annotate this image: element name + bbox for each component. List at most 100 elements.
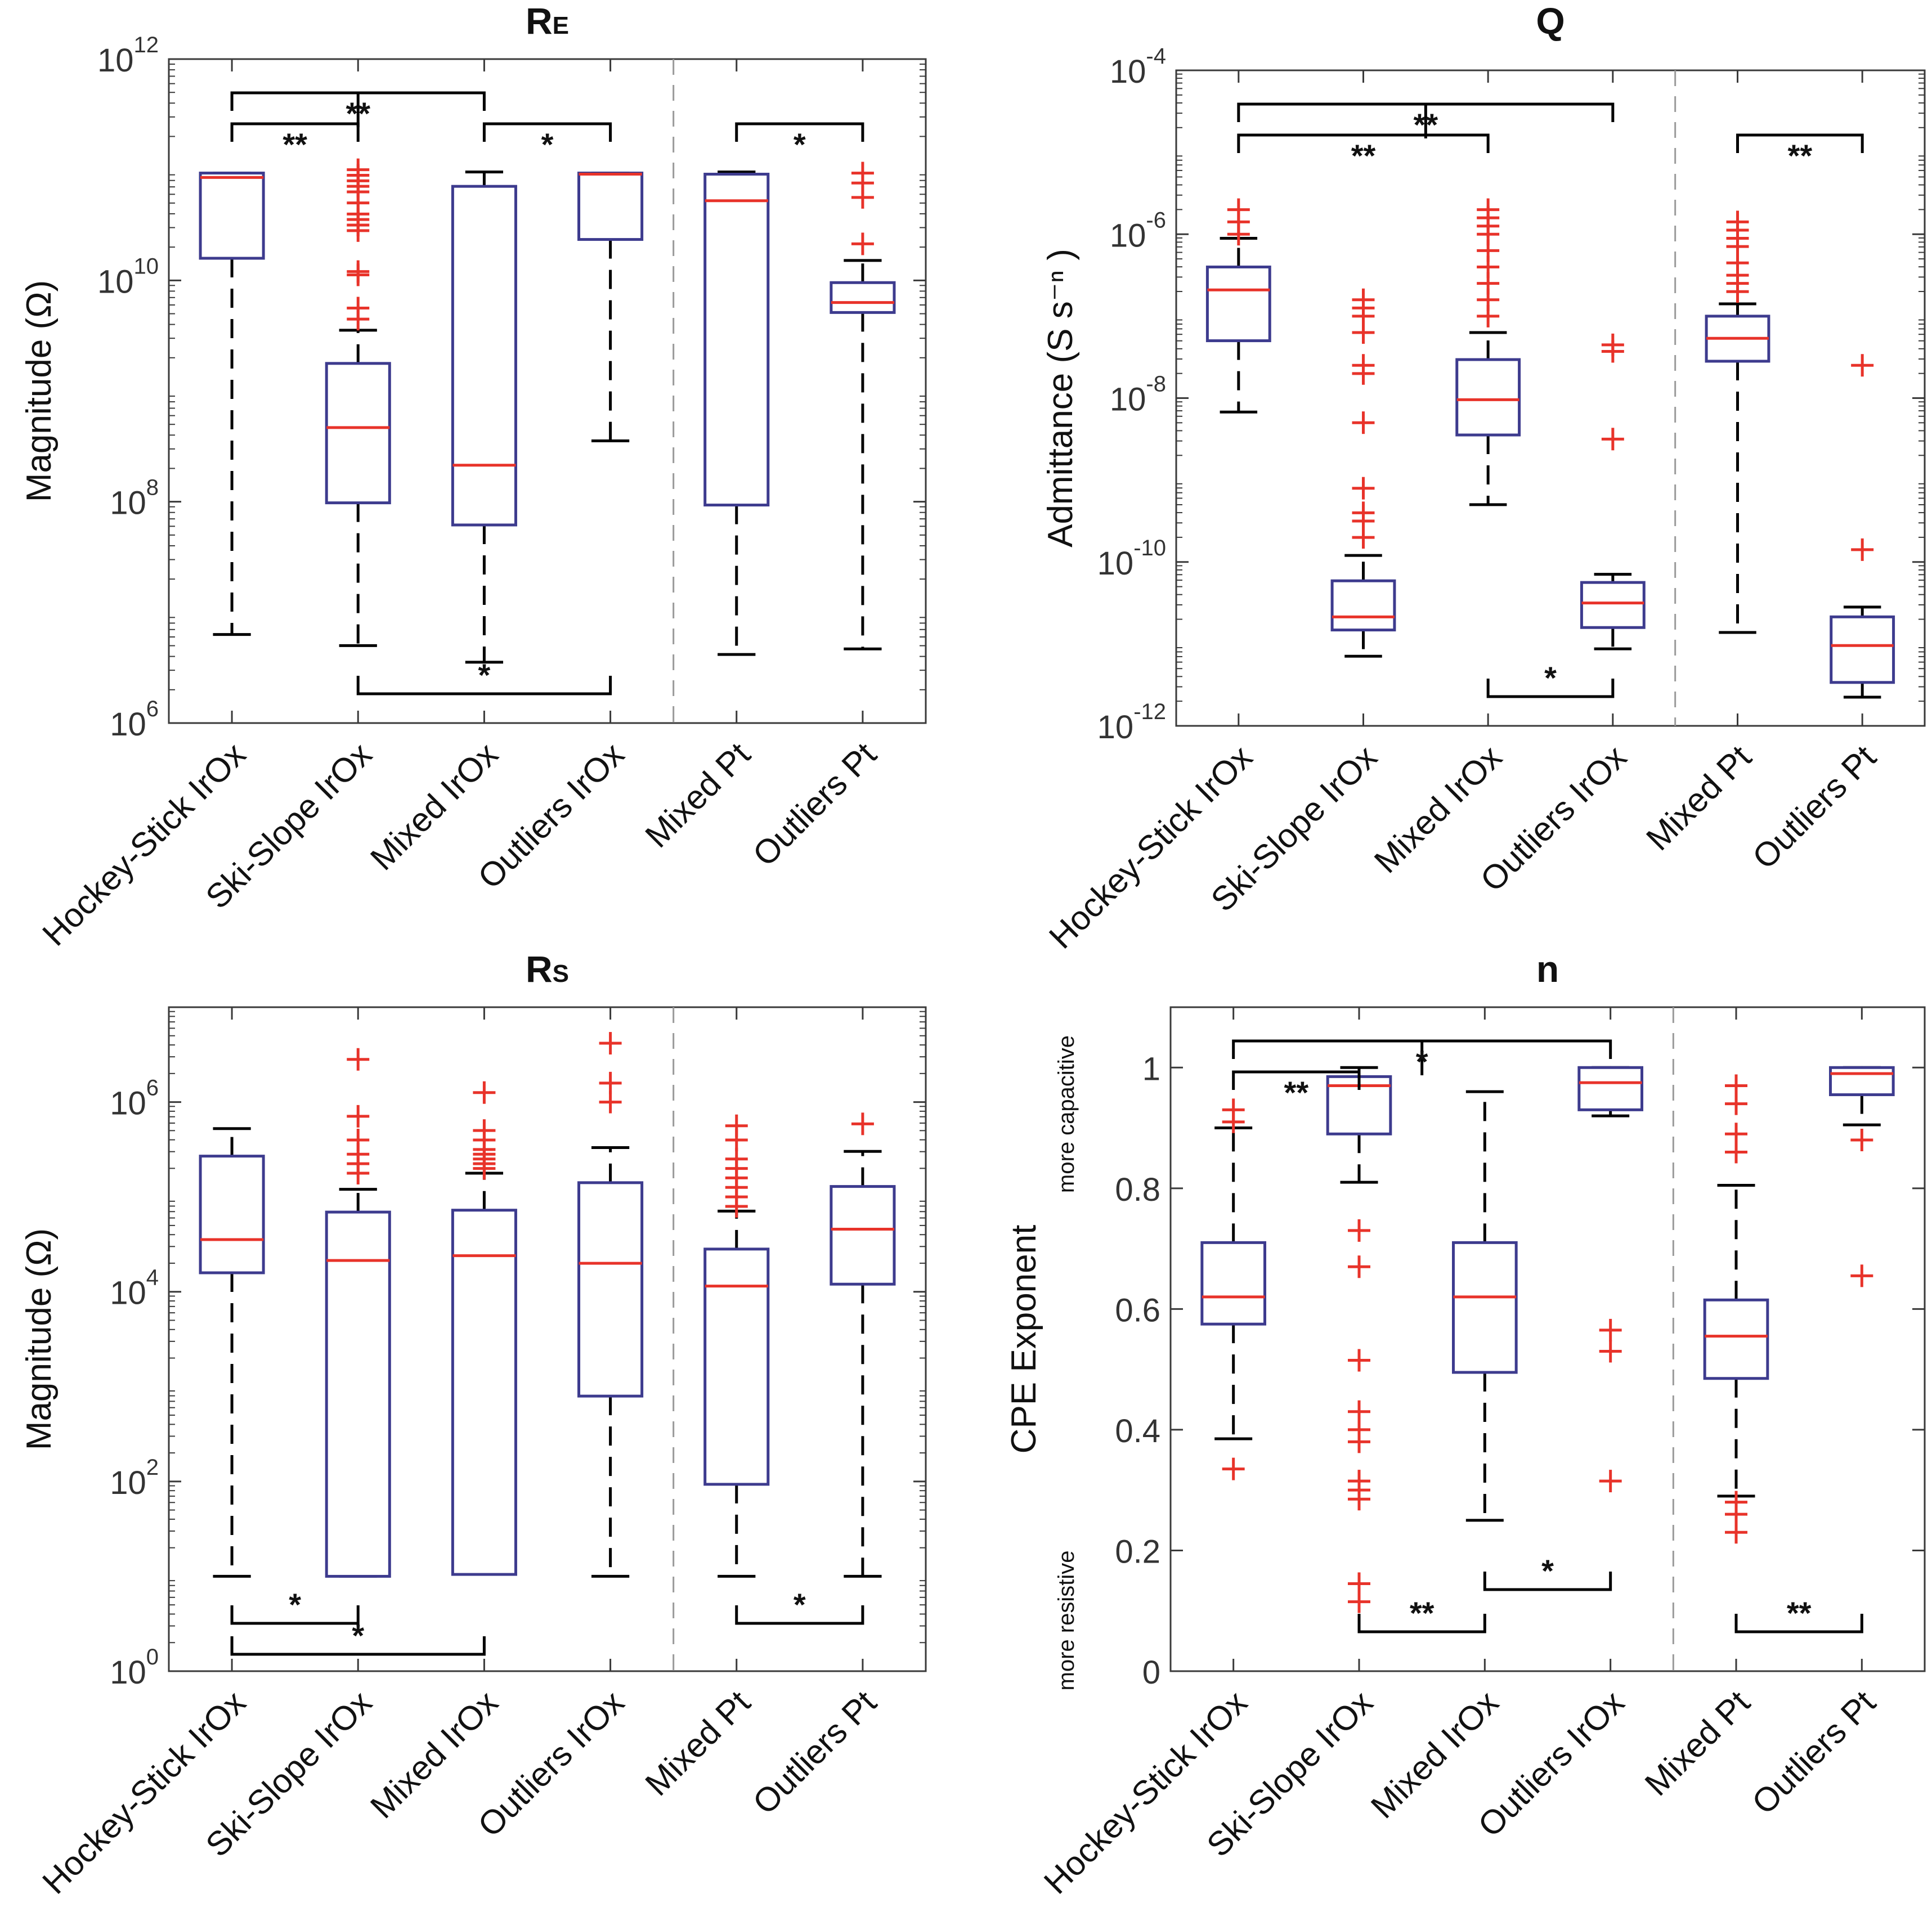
bracket-line xyxy=(1486,679,1615,698)
significance-label: * xyxy=(289,1587,301,1622)
iqr-box xyxy=(1200,1241,1266,1326)
y-tick-base: 10 xyxy=(1110,381,1146,418)
outlier-point xyxy=(599,1090,622,1114)
box-6 xyxy=(1830,354,1895,699)
y-tick-base: 10 xyxy=(1097,709,1134,746)
outlier-point xyxy=(1352,354,1375,377)
annotation-more-resistive: more resistive xyxy=(1054,1551,1079,1691)
iqr-box xyxy=(1829,1066,1895,1097)
box-4 xyxy=(577,1032,644,1578)
y-tick-base: 10 xyxy=(110,1654,146,1691)
iqr-box xyxy=(1580,581,1646,629)
box-1 xyxy=(1205,198,1271,414)
bracket-line xyxy=(735,1605,864,1625)
bracket-line xyxy=(1483,1572,1612,1591)
axes-frame xyxy=(1169,1006,1926,1672)
outlier-point xyxy=(1725,1491,1747,1514)
category-label: Hockey-Stick IrOx xyxy=(1042,738,1259,956)
significance-bracket: ** xyxy=(1736,133,1864,173)
significance-bracket: * xyxy=(735,1587,864,1625)
outlier-point xyxy=(1352,477,1375,500)
y-tick-label: 0.2 xyxy=(1115,1533,1160,1570)
category-label: Outliers Pt xyxy=(1745,1684,1883,1822)
iqr-box xyxy=(1452,1241,1518,1374)
iqr-box xyxy=(830,1185,896,1286)
outlier-point xyxy=(1726,210,1749,234)
outlier-point xyxy=(1348,1572,1370,1595)
y-tick-value: 0.2 xyxy=(1115,1533,1160,1570)
outlier-point xyxy=(1599,1470,1622,1493)
y-tick-base: 10 xyxy=(110,706,146,743)
outlier-point xyxy=(347,158,370,181)
category-label: Mixed Pt xyxy=(1638,1684,1758,1803)
y-tick-label: 106 xyxy=(110,1076,159,1122)
y-tick-exp: -8 xyxy=(1146,372,1166,397)
box-2 xyxy=(1330,288,1396,658)
outlier-point xyxy=(1348,1219,1370,1242)
category-label: Mixed Pt xyxy=(1639,738,1759,858)
outlier-point xyxy=(1851,354,1874,377)
bracket-line xyxy=(1237,133,1490,153)
box-5 xyxy=(1703,1074,1769,1544)
bracket-line xyxy=(356,676,612,695)
panel-title: Q xyxy=(1536,0,1565,42)
iqr-box xyxy=(325,1210,391,1578)
significance-bracket: ** xyxy=(1237,133,1490,173)
bracket-line xyxy=(1736,133,1864,153)
y-tick-label: 0.8 xyxy=(1115,1172,1160,1208)
category-label: Outliers Pt xyxy=(746,1684,884,1822)
significance-bracket: ** xyxy=(1357,1595,1486,1633)
y-tick-exp: -10 xyxy=(1133,536,1166,560)
y-tick-base: 10 xyxy=(110,1465,146,1501)
category-label: Outliers Pt xyxy=(746,735,884,874)
y-tick-base: 10 xyxy=(1097,545,1134,582)
outlier-point xyxy=(1850,1129,1873,1151)
y-tick-base: 10 xyxy=(110,485,146,522)
outlier-point xyxy=(1477,198,1500,221)
significance-label: ** xyxy=(1351,138,1376,173)
y-axis-label: Admittance (S s⁻ⁿ ) xyxy=(1041,249,1080,547)
y-tick-label: 106 xyxy=(110,697,159,743)
outlier-point xyxy=(347,1048,370,1071)
panel-bottom-right: 0 0.2 0.4 0.6 0.8 1 n CPE Exponent more capaciti… xyxy=(1005,948,1926,1901)
bracket-line xyxy=(230,1605,360,1625)
title-main: R xyxy=(526,0,553,42)
significance-bracket: ** xyxy=(1237,102,1615,142)
y-tick-exp: 8 xyxy=(146,475,159,500)
significance-bracket: * xyxy=(1483,1553,1612,1591)
bracket-line xyxy=(230,122,360,142)
iqr-box xyxy=(1703,1298,1769,1380)
box-6 xyxy=(1829,1066,1895,1287)
outlier-point xyxy=(1599,1318,1622,1341)
y-tick-base: 10 xyxy=(1110,53,1146,90)
box-6 xyxy=(830,1112,896,1578)
significance-label: * xyxy=(1416,1044,1428,1079)
bracket-line xyxy=(1232,1070,1361,1090)
outlier-point xyxy=(347,1129,370,1151)
significance-label: * xyxy=(541,127,554,162)
iqr-box xyxy=(325,362,391,505)
y-tick-base: 10 xyxy=(1110,217,1146,254)
iqr-box xyxy=(577,172,644,241)
significance-bracket: * xyxy=(735,122,864,162)
outlier-point xyxy=(1601,333,1624,356)
iqr-box xyxy=(577,1181,644,1398)
y-tick-label: 102 xyxy=(110,1455,159,1501)
y-axis-label: Magnitude (Ω) xyxy=(20,280,59,502)
category-label: Outliers Pt xyxy=(1745,738,1884,877)
significance-label: ** xyxy=(1410,1595,1435,1631)
y-tick-label: 0 xyxy=(1142,1654,1160,1691)
significance-bracket: * xyxy=(230,1618,486,1656)
y-tick-label: 10-8 xyxy=(1110,372,1166,418)
significance-bracket: ** xyxy=(230,122,360,162)
significance-bracket: * xyxy=(1232,1039,1612,1079)
box-1 xyxy=(1200,1098,1266,1480)
y-tick-label: 108 xyxy=(110,475,159,522)
bracket-line xyxy=(1357,1614,1486,1633)
significance-bracket: * xyxy=(230,1587,360,1625)
bracket-line xyxy=(482,122,612,142)
outlier-point xyxy=(1348,1255,1370,1278)
iqr-box xyxy=(451,185,517,527)
